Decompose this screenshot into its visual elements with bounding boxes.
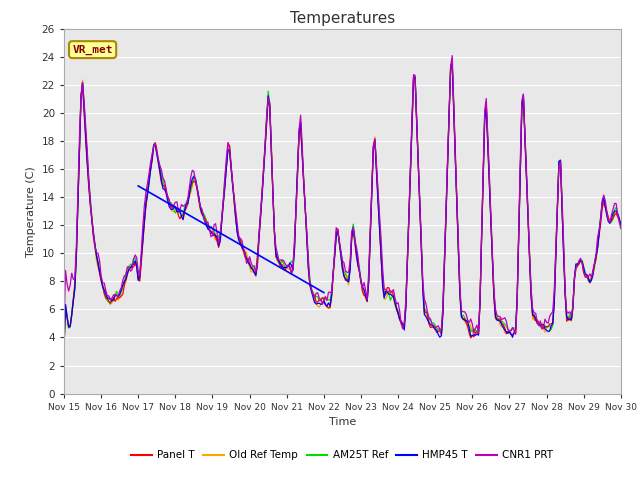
- Old Ref Temp: [617, 223, 625, 228]
- Text: VR_met: VR_met: [72, 45, 113, 55]
- AM25T Ref: [76, 146, 83, 152]
- Line: Panel T: Panel T: [64, 66, 621, 347]
- HMP45 T: [449, 60, 456, 66]
- HMP45 T: [396, 316, 403, 322]
- Panel T: [449, 63, 456, 69]
- AM25T Ref: [377, 249, 385, 255]
- HMP45 T: [60, 342, 68, 348]
- HMP45 T: [76, 146, 83, 152]
- AM25T Ref: [408, 125, 416, 131]
- Panel T: [396, 317, 403, 323]
- Old Ref Temp: [396, 316, 403, 322]
- CNR1 PRT: [617, 226, 625, 231]
- Panel T: [377, 254, 385, 260]
- Line: HMP45 T: HMP45 T: [64, 63, 621, 345]
- CNR1 PRT: [449, 53, 456, 59]
- Panel T: [60, 344, 68, 350]
- CNR1 PRT: [60, 325, 68, 331]
- HMP45 T: [377, 251, 385, 257]
- CNR1 PRT: [377, 236, 385, 241]
- AM25T Ref: [617, 220, 625, 226]
- Old Ref Temp: [449, 62, 456, 68]
- HMP45 T: [408, 121, 416, 127]
- CNR1 PRT: [396, 308, 403, 313]
- Panel T: [76, 147, 83, 153]
- AM25T Ref: [449, 61, 456, 67]
- AM25T Ref: [164, 197, 172, 203]
- Legend: Panel T, Old Ref Temp, AM25T Ref, HMP45 T, CNR1 PRT: Panel T, Old Ref Temp, AM25T Ref, HMP45 …: [127, 446, 557, 465]
- Old Ref Temp: [377, 254, 385, 260]
- AM25T Ref: [60, 347, 68, 352]
- HMP45 T: [164, 198, 172, 204]
- Title: Temperatures: Temperatures: [290, 11, 395, 26]
- Old Ref Temp: [408, 123, 416, 129]
- X-axis label: Time: Time: [329, 417, 356, 427]
- Panel T: [408, 121, 416, 127]
- Old Ref Temp: [76, 146, 83, 152]
- HMP45 T: [617, 222, 625, 228]
- Line: Old Ref Temp: Old Ref Temp: [64, 65, 621, 346]
- Panel T: [617, 221, 625, 227]
- AM25T Ref: [396, 314, 403, 320]
- CNR1 PRT: [76, 134, 83, 140]
- Old Ref Temp: [164, 192, 172, 198]
- Y-axis label: Temperature (C): Temperature (C): [26, 166, 36, 257]
- HMP45 T: [550, 300, 558, 306]
- Panel T: [164, 193, 172, 199]
- Line: AM25T Ref: AM25T Ref: [64, 64, 621, 349]
- CNR1 PRT: [164, 194, 172, 200]
- CNR1 PRT: [552, 246, 559, 252]
- AM25T Ref: [550, 294, 558, 300]
- Old Ref Temp: [60, 343, 68, 349]
- Panel T: [550, 297, 558, 303]
- CNR1 PRT: [408, 114, 416, 120]
- Line: CNR1 PRT: CNR1 PRT: [64, 56, 621, 334]
- CNR1 PRT: [512, 331, 520, 337]
- Old Ref Temp: [550, 294, 558, 300]
